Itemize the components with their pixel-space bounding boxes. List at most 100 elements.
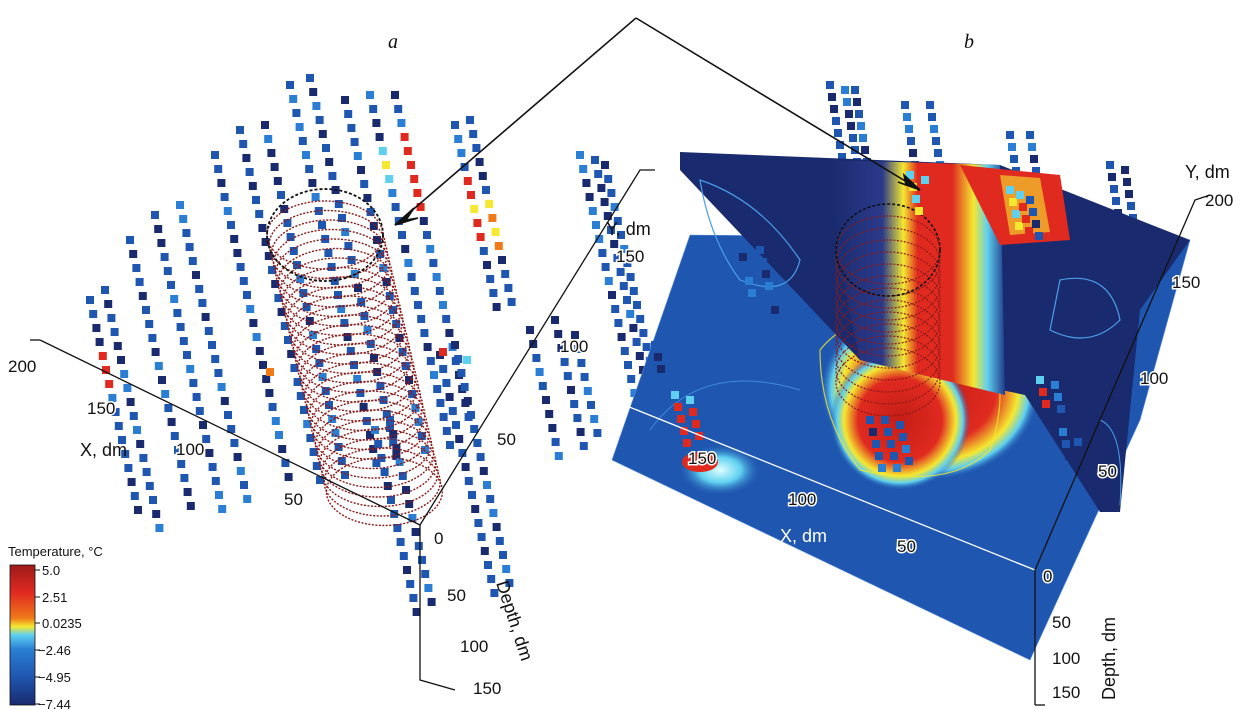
- borehole-cell: [404, 259, 413, 267]
- borehole-cell: [298, 137, 307, 145]
- borehole-cell: [529, 340, 538, 348]
- borehole-cell: [611, 305, 620, 313]
- borehole-cell: [912, 195, 920, 203]
- borehole-cell: [411, 528, 420, 536]
- borehole-cell: [617, 333, 626, 341]
- borehole-cell: [429, 259, 438, 267]
- borehole-cell: [176, 201, 184, 209]
- cylinder-ring: [835, 299, 941, 369]
- borehole-cell: [284, 473, 293, 481]
- borehole-cell: [402, 486, 410, 494]
- borehole-cell: [161, 390, 170, 398]
- borehole-cell: [398, 348, 407, 356]
- borehole-cell: [505, 579, 514, 587]
- borehole-cell: [334, 443, 343, 451]
- borehole-cell: [884, 428, 892, 436]
- borehole-cell: [1035, 232, 1043, 240]
- borehole-cell: [186, 502, 195, 510]
- borehole-cell: [376, 250, 385, 258]
- borehole-cell: [623, 259, 632, 267]
- borehole-cell: [442, 427, 451, 435]
- borehole-cell: [878, 464, 886, 472]
- borehole-cell: [208, 341, 216, 349]
- borehole-cell: [736, 241, 744, 249]
- borehole-cell: [921, 176, 929, 184]
- borehole-cell: [215, 491, 223, 499]
- borehole-cell: [633, 301, 641, 309]
- borehole-cell: [341, 96, 349, 104]
- x-axis-label-b: X, dm: [780, 526, 827, 546]
- borehole-cell: [366, 431, 374, 439]
- borehole-cell: [255, 210, 264, 218]
- borehole-cell: [504, 284, 513, 292]
- borehole-cell: [832, 117, 840, 125]
- borehole-cell: [389, 430, 398, 438]
- borehole-cell: [261, 121, 269, 129]
- borehole-cell: [312, 102, 321, 110]
- borehole-cell: [1006, 186, 1014, 194]
- borehole-cell: [1026, 131, 1034, 139]
- borehole-cell: [86, 296, 94, 304]
- borehole-cell: [576, 151, 584, 159]
- borehole-cell: [220, 397, 229, 405]
- y-tick-b-200: 200: [1205, 191, 1233, 210]
- borehole-cell: [264, 135, 273, 143]
- borehole-cell: [405, 376, 413, 384]
- borehole-cell: [395, 458, 404, 466]
- borehole-cell: [224, 411, 232, 419]
- cylinder-ring: [835, 287, 941, 357]
- x-tick-b-50: 50: [897, 537, 916, 556]
- borehole-cell: [114, 422, 123, 430]
- borehole-cell: [316, 476, 324, 484]
- borehole-cell: [902, 445, 910, 453]
- borehole-cell: [296, 392, 305, 400]
- borehole-cell: [412, 608, 421, 616]
- borehole-cell: [374, 440, 383, 448]
- y-axis-label-a: Y, dm: [606, 219, 651, 239]
- borehole-cell: [353, 375, 362, 383]
- borehole-cell: [406, 580, 415, 588]
- borehole-cell: [1008, 143, 1016, 151]
- borehole-cell: [454, 355, 463, 363]
- borehole-cell: [398, 231, 406, 239]
- borehole-cell: [642, 343, 651, 351]
- borehole-cell: [382, 278, 391, 286]
- borehole-cell: [108, 394, 117, 402]
- borehole-cell: [261, 238, 270, 246]
- borehole-cell: [926, 101, 934, 109]
- borehole-cell: [488, 214, 497, 222]
- borehole-cell: [105, 380, 114, 388]
- borehole-cell: [620, 245, 629, 253]
- borehole-cell: [494, 242, 503, 250]
- borehole-cell: [475, 158, 484, 166]
- borehole-cell: [292, 109, 301, 117]
- borehole-cell: [350, 138, 359, 146]
- borehole-cell: [580, 373, 589, 381]
- borehole-cell: [324, 249, 333, 257]
- borehole-cell: [98, 352, 107, 360]
- borehole-cell: [677, 415, 685, 423]
- borehole-cell: [382, 161, 390, 169]
- thaw-cylinder-b: [835, 203, 941, 417]
- borehole-cell: [151, 348, 160, 356]
- colorbar-gradient: [9, 564, 36, 706]
- borehole-cell: [1127, 202, 1135, 210]
- borehole-cell: [1042, 400, 1050, 408]
- depth-axis-line-a: [419, 525, 456, 691]
- borehole-cell: [303, 420, 312, 428]
- borehole-cell: [427, 598, 436, 606]
- borehole-cell: [881, 416, 889, 424]
- x-axis-label-a: X, dm: [80, 440, 127, 460]
- borehole-cell: [651, 341, 659, 349]
- borehole-cell: [460, 383, 469, 391]
- borehole-cell: [305, 165, 314, 173]
- borehole-cell: [201, 313, 210, 321]
- borehole-cell: [657, 365, 665, 373]
- borehole-cell: [487, 575, 496, 583]
- borehole-cell: [592, 221, 600, 229]
- borehole-cell: [855, 110, 863, 118]
- borehole-cell: [136, 440, 145, 448]
- borehole-cell: [230, 439, 239, 447]
- borehole-cell: [92, 324, 101, 332]
- borehole-cell: [448, 407, 457, 415]
